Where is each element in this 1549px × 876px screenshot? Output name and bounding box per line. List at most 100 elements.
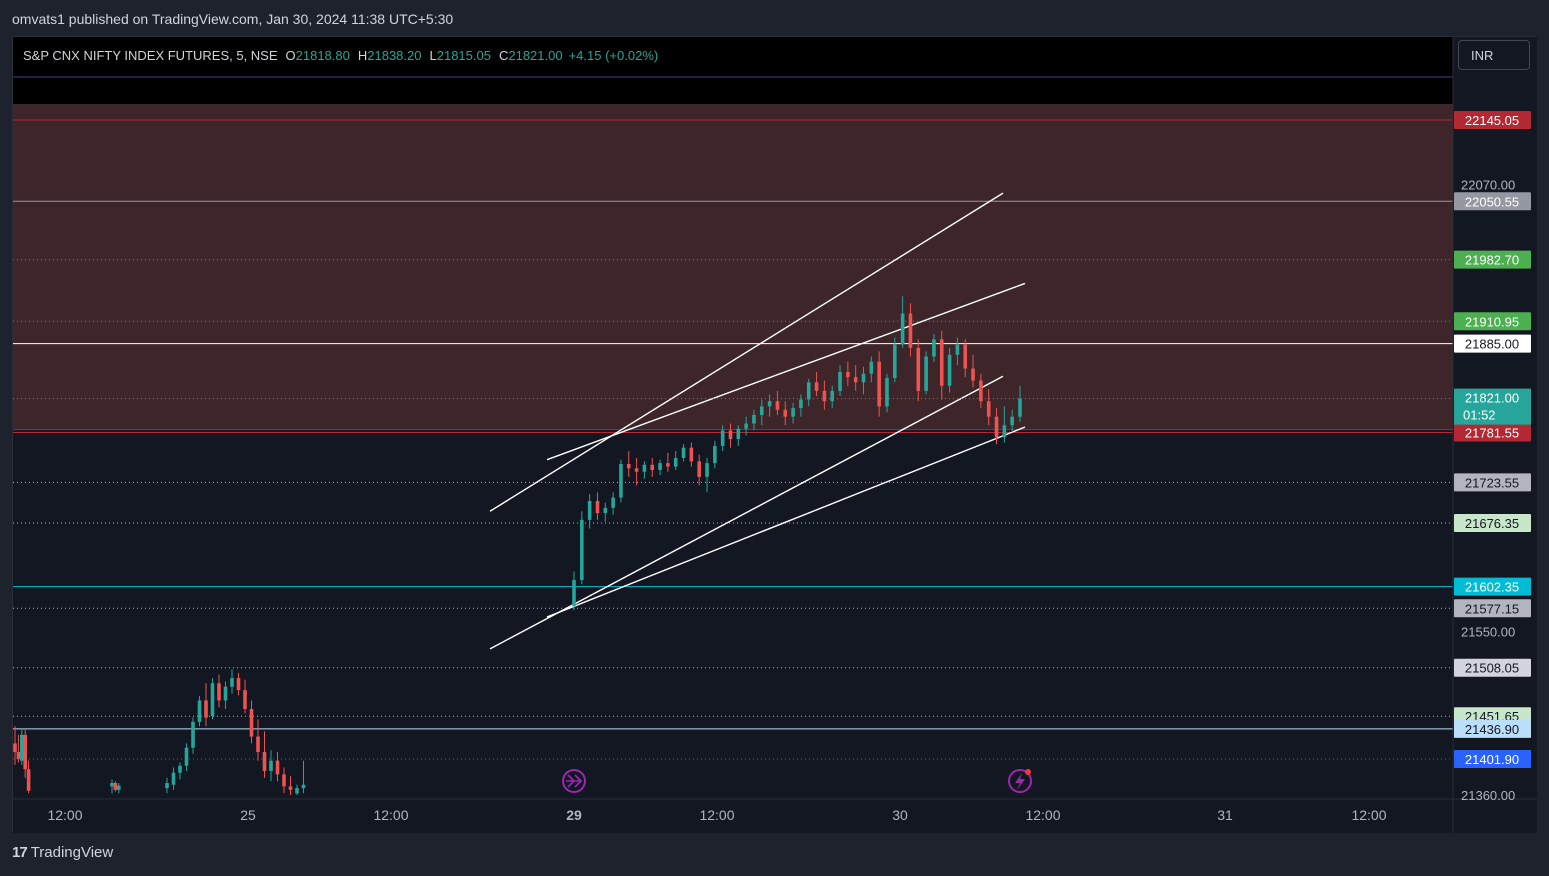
candle-body [13,743,17,753]
candle-body [939,339,944,386]
level-label-bg [1454,192,1531,211]
candle-body [932,339,936,357]
x-tick-label: 25 [240,807,256,823]
candle-body [178,765,182,773]
candle-body [877,361,881,407]
candle-body [113,782,118,790]
level-label-bg [1454,473,1531,492]
candle-body [26,769,31,791]
candle-body [580,519,584,581]
candle-body [814,382,819,391]
candle-body [728,430,733,440]
candle-body [885,377,889,407]
candle-body [650,464,655,471]
candle-body [955,344,960,355]
candle-body [681,447,686,458]
tradingview-logo-icon: 17 [12,844,28,861]
candle-body [20,734,24,761]
dividends-event-icon[interactable] [562,769,586,793]
candle-body [720,430,725,446]
x-tick-label: 12:00 [1025,807,1060,823]
candle-body [689,447,694,462]
candlestick-chart[interactable]: 22070.00 21550.00 21360.00 12:00 25 12:00 29 1… [13,37,1537,833]
candle-body [673,457,678,467]
supply-zone [13,77,1453,430]
level-label: 21436.90 [1465,722,1519,737]
candle-body [295,788,299,794]
chart-area[interactable]: 22070.00 21550.00 21360.00 12:00 25 12:00 29 1… [12,36,1537,833]
candle-body [853,377,858,383]
legend-c-label: C [499,48,508,63]
candle-body [171,772,176,785]
candle-body [191,721,195,748]
candle-body [838,371,842,391]
candle-body [572,580,576,606]
level-label-bg [1454,599,1531,618]
level-label-bg [1454,719,1531,738]
level-label-bg [1454,111,1531,129]
candle-body [846,371,850,378]
flash-event-icon[interactable] [1008,769,1032,793]
candle-body [744,423,748,429]
trendline [546,426,1026,618]
candle-body [979,380,983,402]
level-label-bg [1454,334,1531,353]
candle-body [249,709,254,737]
candle-body [697,461,701,477]
candle-body [916,347,921,391]
candle-body [783,409,788,417]
candle-body [767,401,772,407]
level-label-bg [1454,750,1531,768]
candle-body [947,354,952,386]
candle-body [893,344,897,378]
level-label: 21577.15 [1465,601,1519,616]
candle-body [110,782,114,787]
candle-body [705,463,709,477]
publish-line: omvats1 published on TradingView.com, Ja… [12,11,454,27]
candle-body [642,464,647,472]
x-tick-label: 12:00 [47,807,82,823]
level-label: 21885.00 [1465,337,1519,352]
candle-body [269,760,273,771]
candle-body [1010,416,1014,426]
candle-body [236,678,241,691]
candle-body [23,734,27,770]
candle-body [301,784,306,789]
level-label: 21676.35 [1465,516,1519,531]
candle-body [924,356,928,391]
candle-body [619,463,623,498]
candle-body [822,390,827,402]
legend-text: S&P CNX NIFTY INDEX FUTURES, 5, NSE O2181… [23,48,658,63]
level-label: 21982.70 [1465,253,1519,268]
currency-button[interactable]: INR [1458,40,1530,70]
level-label-bg [1454,250,1531,269]
x-tick-label: 12:00 [373,807,408,823]
level-label-bg [1454,658,1531,677]
candle-body [806,382,811,400]
y-tick-label: 22070.00 [1461,178,1515,193]
level-label: 21602.35 [1465,580,1519,595]
symbol-legend: S&P CNX NIFTY INDEX FUTURES, 5, NSE O2181… [23,48,658,63]
candle-body [658,463,662,471]
candle-body [275,760,280,775]
time-scale[interactable] [13,799,1453,833]
level-label: 22050.55 [1465,194,1519,209]
level-label-bg [1454,577,1531,596]
candle-body [603,507,608,513]
candle-body [626,463,631,469]
candle-body [230,678,234,687]
candle-body [799,399,803,409]
trendline [489,192,1004,512]
level-label: 21781.55 [1465,426,1519,441]
candle-body [204,700,208,718]
candle-body [963,344,968,369]
candle-body [1018,398,1022,417]
candle-body [736,428,741,440]
candle-body [634,468,639,472]
legend-change: +4.15 (+0.02%) [569,48,659,63]
level-label: 21401.90 [1465,752,1519,767]
level-label-bg [1454,514,1531,533]
legend-h-value: 21838.20 [367,48,421,63]
candle-body [830,390,835,402]
level-label: 22145.05 [1465,113,1519,128]
